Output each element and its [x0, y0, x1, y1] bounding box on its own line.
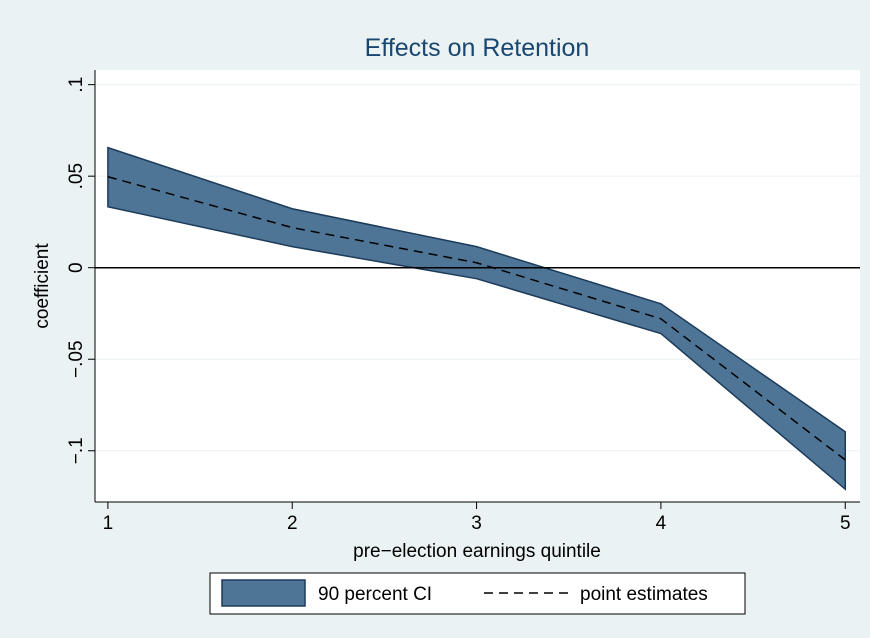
legend-label: 90 percent CI	[318, 584, 432, 605]
x-tick-label: 3	[471, 513, 482, 534]
chart-title: Effects on Retention	[365, 34, 590, 62]
legend-swatch	[221, 579, 306, 607]
ci-band	[107, 146, 847, 491]
x-tick-label: 2	[287, 513, 298, 534]
x-axis-label: pre−election earnings quintile	[353, 541, 601, 562]
plot-area	[95, 70, 860, 502]
y-tick-label: .05	[66, 163, 87, 189]
y-tick-label: .1	[66, 77, 87, 93]
y-tick-label: −.1	[66, 437, 87, 464]
x-tick-label: 5	[840, 513, 851, 534]
x-tick-label: 4	[656, 513, 667, 534]
x-tick-label: 1	[103, 513, 114, 534]
y-tick-label: −.05	[66, 340, 87, 378]
legend-label: point estimates	[580, 584, 708, 605]
y-axis-label: coefficient	[32, 243, 53, 329]
y-tick-label: 0	[66, 262, 87, 273]
point-estimate-line	[107, 175, 846, 461]
